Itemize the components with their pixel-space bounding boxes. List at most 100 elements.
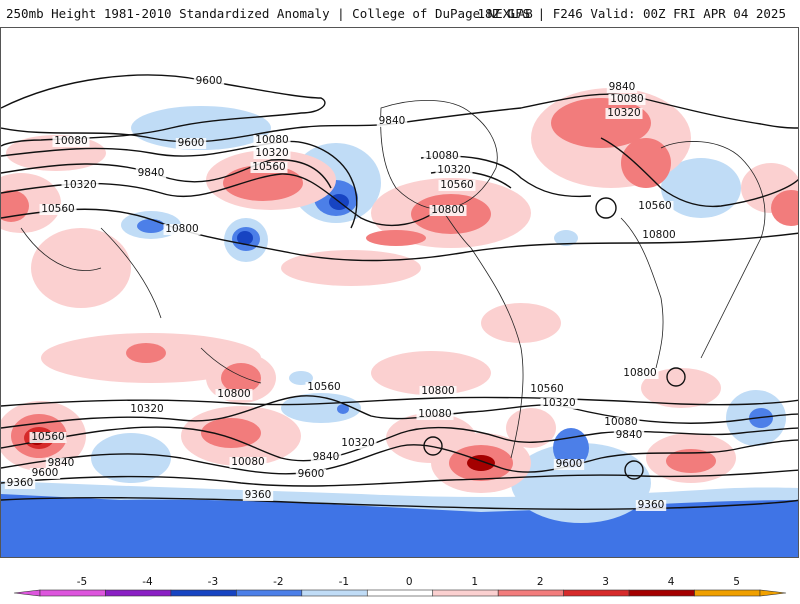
colorbar-segment (236, 589, 303, 597)
contour-label-bg (339, 438, 377, 449)
contour-label: 10320 (607, 107, 640, 119)
colorbar-tick-label: -1 (339, 576, 349, 588)
contour-label-bg (435, 165, 473, 176)
contour-label: 10320 (63, 179, 96, 191)
contour-label-bg (429, 205, 467, 216)
contour-label-bg (608, 94, 646, 105)
contour-label: 10560 (530, 383, 563, 395)
contour-label: 9840 (138, 167, 165, 179)
coastlines (20, 99, 766, 459)
colorbar-segment (628, 589, 695, 597)
neg-anomaly-npac (131, 106, 271, 150)
colorbar-segment (105, 589, 172, 597)
contour-label: 9360 (638, 499, 665, 511)
map-title: 250mb Height 1981-2010 Standardized Anom… (6, 6, 533, 21)
colorbar-tick-label: 0 (406, 576, 413, 588)
contour-label-bg (29, 432, 67, 443)
contour-label-bg (250, 162, 288, 173)
contour-label: 10080 (425, 150, 458, 162)
contour-label: 10080 (255, 134, 288, 146)
colorbar-tick-label: -5 (77, 576, 87, 588)
contour-label: 10080 (610, 93, 643, 105)
contour-label: 10560 (41, 203, 74, 215)
contour-label: 10560 (252, 161, 285, 173)
contour-label-bg (553, 459, 585, 470)
contour-label: 10560 (307, 381, 340, 393)
contour-label: 9840 (616, 429, 643, 441)
contour-label-bg (242, 490, 274, 501)
contour-label-bg (45, 458, 77, 469)
contour-label: 10800 (431, 204, 464, 216)
contour-label-bg (416, 409, 454, 420)
contour-label: 10800 (217, 388, 250, 400)
contour-label: 9840 (48, 457, 75, 469)
contour-label-bg (215, 389, 253, 400)
colorbar-segment (301, 589, 368, 597)
contour-label: 10320 (341, 437, 374, 449)
colorbar-tick-label: 2 (537, 576, 544, 588)
contour-label-bg (605, 108, 643, 119)
contour-label-bg (253, 135, 291, 146)
contour-label: 10080 (231, 456, 264, 468)
colorbar-segment (497, 589, 564, 597)
colorbar-tick-label: 4 (668, 576, 675, 588)
contour-label: 10080 (54, 135, 87, 147)
contour-label-bg (128, 404, 166, 415)
contour-label: 10080 (418, 408, 451, 420)
contour-label-bg (636, 201, 674, 212)
contour-label-bg (528, 384, 566, 395)
contour-label-bg (253, 148, 291, 159)
contour-label-bg (423, 151, 461, 162)
contour-label: 10800 (642, 229, 675, 241)
contour-label: 9600 (556, 458, 583, 470)
height-contours (1, 74, 798, 511)
contour-label: 10320 (437, 164, 470, 176)
contour-label: 9600 (178, 137, 205, 149)
contour-label-bg (635, 500, 667, 511)
header: 250mb Height 1981-2010 Standardized Anom… (0, 0, 800, 26)
colorbar: -5 -4 -3 -2 -1 0 1 2 3 4 5 (0, 565, 800, 600)
contour-label: 9360 (7, 477, 34, 489)
contour-label: 10560 (31, 431, 64, 443)
colorbar-left-arrow (13, 589, 41, 597)
contour-label-bg (376, 116, 408, 127)
contour-label: 9840 (313, 451, 340, 463)
contour-label: 9360 (245, 489, 272, 501)
colorbar-segment (432, 589, 499, 597)
contour-label-bg (39, 204, 77, 215)
colorbar-tick-label: 5 (733, 576, 740, 588)
contour-label-bg (602, 417, 640, 428)
contour-label: 10800 (165, 223, 198, 235)
contour-label-bg (438, 180, 476, 191)
colorbar-segment (366, 589, 434, 597)
contour-label-bg (419, 386, 457, 397)
contour-label: 10320 (542, 397, 575, 409)
colorbar-segment (563, 589, 630, 597)
contour-label-bg (621, 368, 659, 379)
contour-label-bg (193, 76, 225, 87)
contour-label-bg (4, 478, 36, 489)
contour-label-bg (310, 452, 342, 463)
contour-label: 9600 (298, 468, 325, 480)
anomaly-shading (1, 88, 798, 557)
contour-label-bg (61, 180, 99, 191)
contour-label-bg (135, 168, 167, 179)
contour-label: 10800 (623, 367, 656, 379)
contour-label: 10080 (604, 416, 637, 428)
contour-label-bg (613, 430, 645, 441)
contour-label: 10320 (130, 403, 163, 415)
colorbar-svg: -5 -4 -3 -2 -1 0 1 2 3 4 5 (13, 576, 787, 597)
contour-label-bg (295, 469, 327, 480)
contour-label: 9600 (32, 467, 59, 479)
colorbar-tick-label: -2 (273, 576, 283, 588)
contour-label-bg (305, 382, 343, 393)
contour-label: 9840 (609, 81, 636, 93)
contour-label: 9840 (379, 115, 406, 127)
contour-label-bg (29, 468, 61, 479)
model-run-info: 18Z GFS | F246 Valid: 00Z FRI APR 04 202… (477, 6, 786, 21)
map-panel[interactable]: 9600 9840 10080 10320 9840 10080 9600 10080 1032… (0, 27, 799, 558)
colorbar-tick-label: -4 (142, 576, 153, 588)
contour-label-bg (175, 138, 207, 149)
